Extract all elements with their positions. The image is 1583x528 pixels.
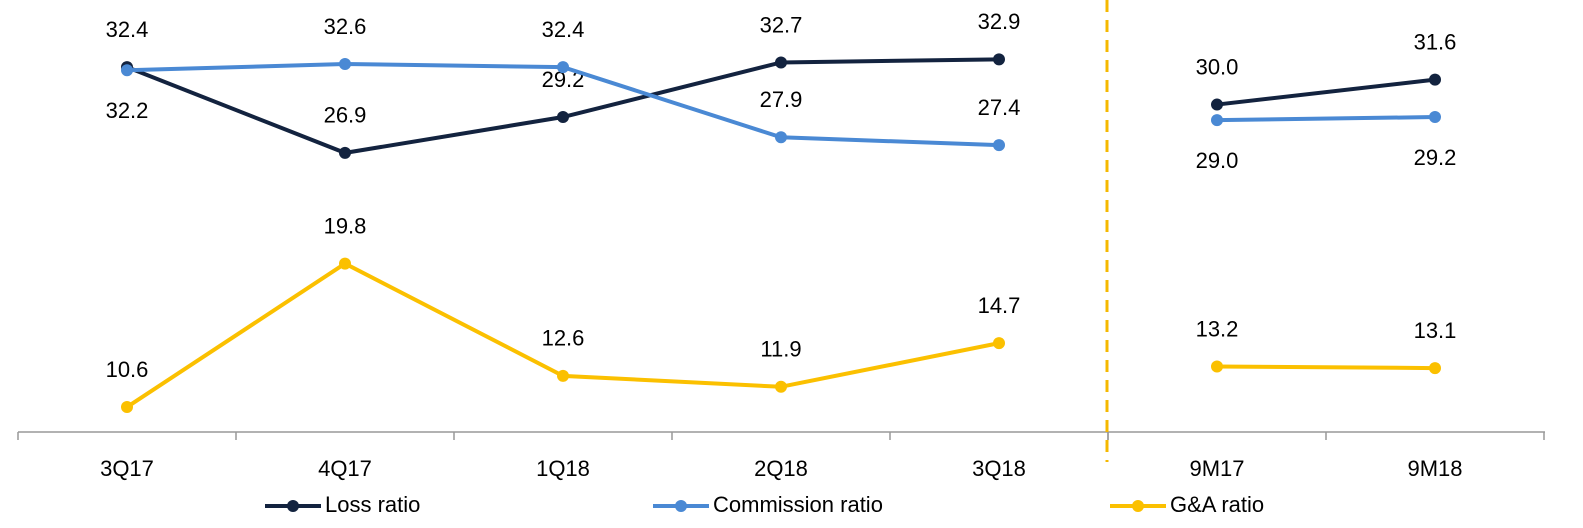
x-tick-label: 4Q17 xyxy=(318,456,372,481)
point xyxy=(775,56,787,69)
data-label: 29.0 xyxy=(1196,148,1239,173)
data-label: 10.6 xyxy=(106,357,149,382)
x-tick-label: 9M18 xyxy=(1407,456,1462,481)
point xyxy=(557,369,569,382)
data-label: 27.9 xyxy=(760,87,803,112)
point xyxy=(993,139,1005,152)
point xyxy=(1211,114,1223,127)
legend-marker xyxy=(287,500,299,512)
point xyxy=(557,61,569,74)
data-label: 12.6 xyxy=(542,326,585,351)
point xyxy=(339,58,351,71)
series-line xyxy=(1216,364,1436,371)
data-label: 32.4 xyxy=(106,17,149,42)
data-label: 32.4 xyxy=(542,17,585,42)
legend-label: G&A ratio xyxy=(1170,492,1264,517)
x-tick-label: 9M17 xyxy=(1189,456,1244,481)
point xyxy=(775,131,787,144)
data-label: 14.7 xyxy=(978,293,1021,318)
data-label: 27.4 xyxy=(978,95,1021,120)
point xyxy=(339,257,351,270)
data-label: 32.6 xyxy=(324,14,367,39)
data-label: 26.9 xyxy=(324,103,367,128)
x-tick-label: 2Q18 xyxy=(754,456,808,481)
data-label: 31.6 xyxy=(1414,29,1457,54)
point xyxy=(1429,73,1441,86)
point xyxy=(1429,111,1441,124)
data-label: 32.7 xyxy=(760,12,803,37)
point xyxy=(775,380,787,393)
point xyxy=(1211,98,1223,111)
point xyxy=(1211,360,1223,373)
data-label: 19.8 xyxy=(324,213,367,238)
legend-marker xyxy=(1132,500,1144,512)
point xyxy=(993,337,1005,350)
data-label: 32.9 xyxy=(978,9,1021,34)
point xyxy=(121,64,133,77)
series-line xyxy=(1216,115,1436,123)
series-line xyxy=(1216,77,1436,107)
legend-label: Commission ratio xyxy=(713,492,883,517)
legend-marker xyxy=(675,500,687,512)
legend-label: Loss ratio xyxy=(325,492,420,517)
point xyxy=(339,146,351,159)
x-tick-label: 3Q17 xyxy=(100,456,154,481)
data-label: 30.0 xyxy=(1196,54,1239,79)
point xyxy=(1429,362,1441,375)
data-label: 32.2 xyxy=(106,98,149,123)
data-label: 29.2 xyxy=(1414,145,1457,170)
data-label: 13.1 xyxy=(1414,318,1457,343)
point xyxy=(993,53,1005,66)
x-tick-label: 3Q18 xyxy=(972,456,1026,481)
data-label: 11.9 xyxy=(760,337,801,362)
point xyxy=(557,111,569,124)
point xyxy=(121,401,133,414)
x-tick-label: 1Q18 xyxy=(536,456,590,481)
data-label: 13.2 xyxy=(1196,316,1239,341)
